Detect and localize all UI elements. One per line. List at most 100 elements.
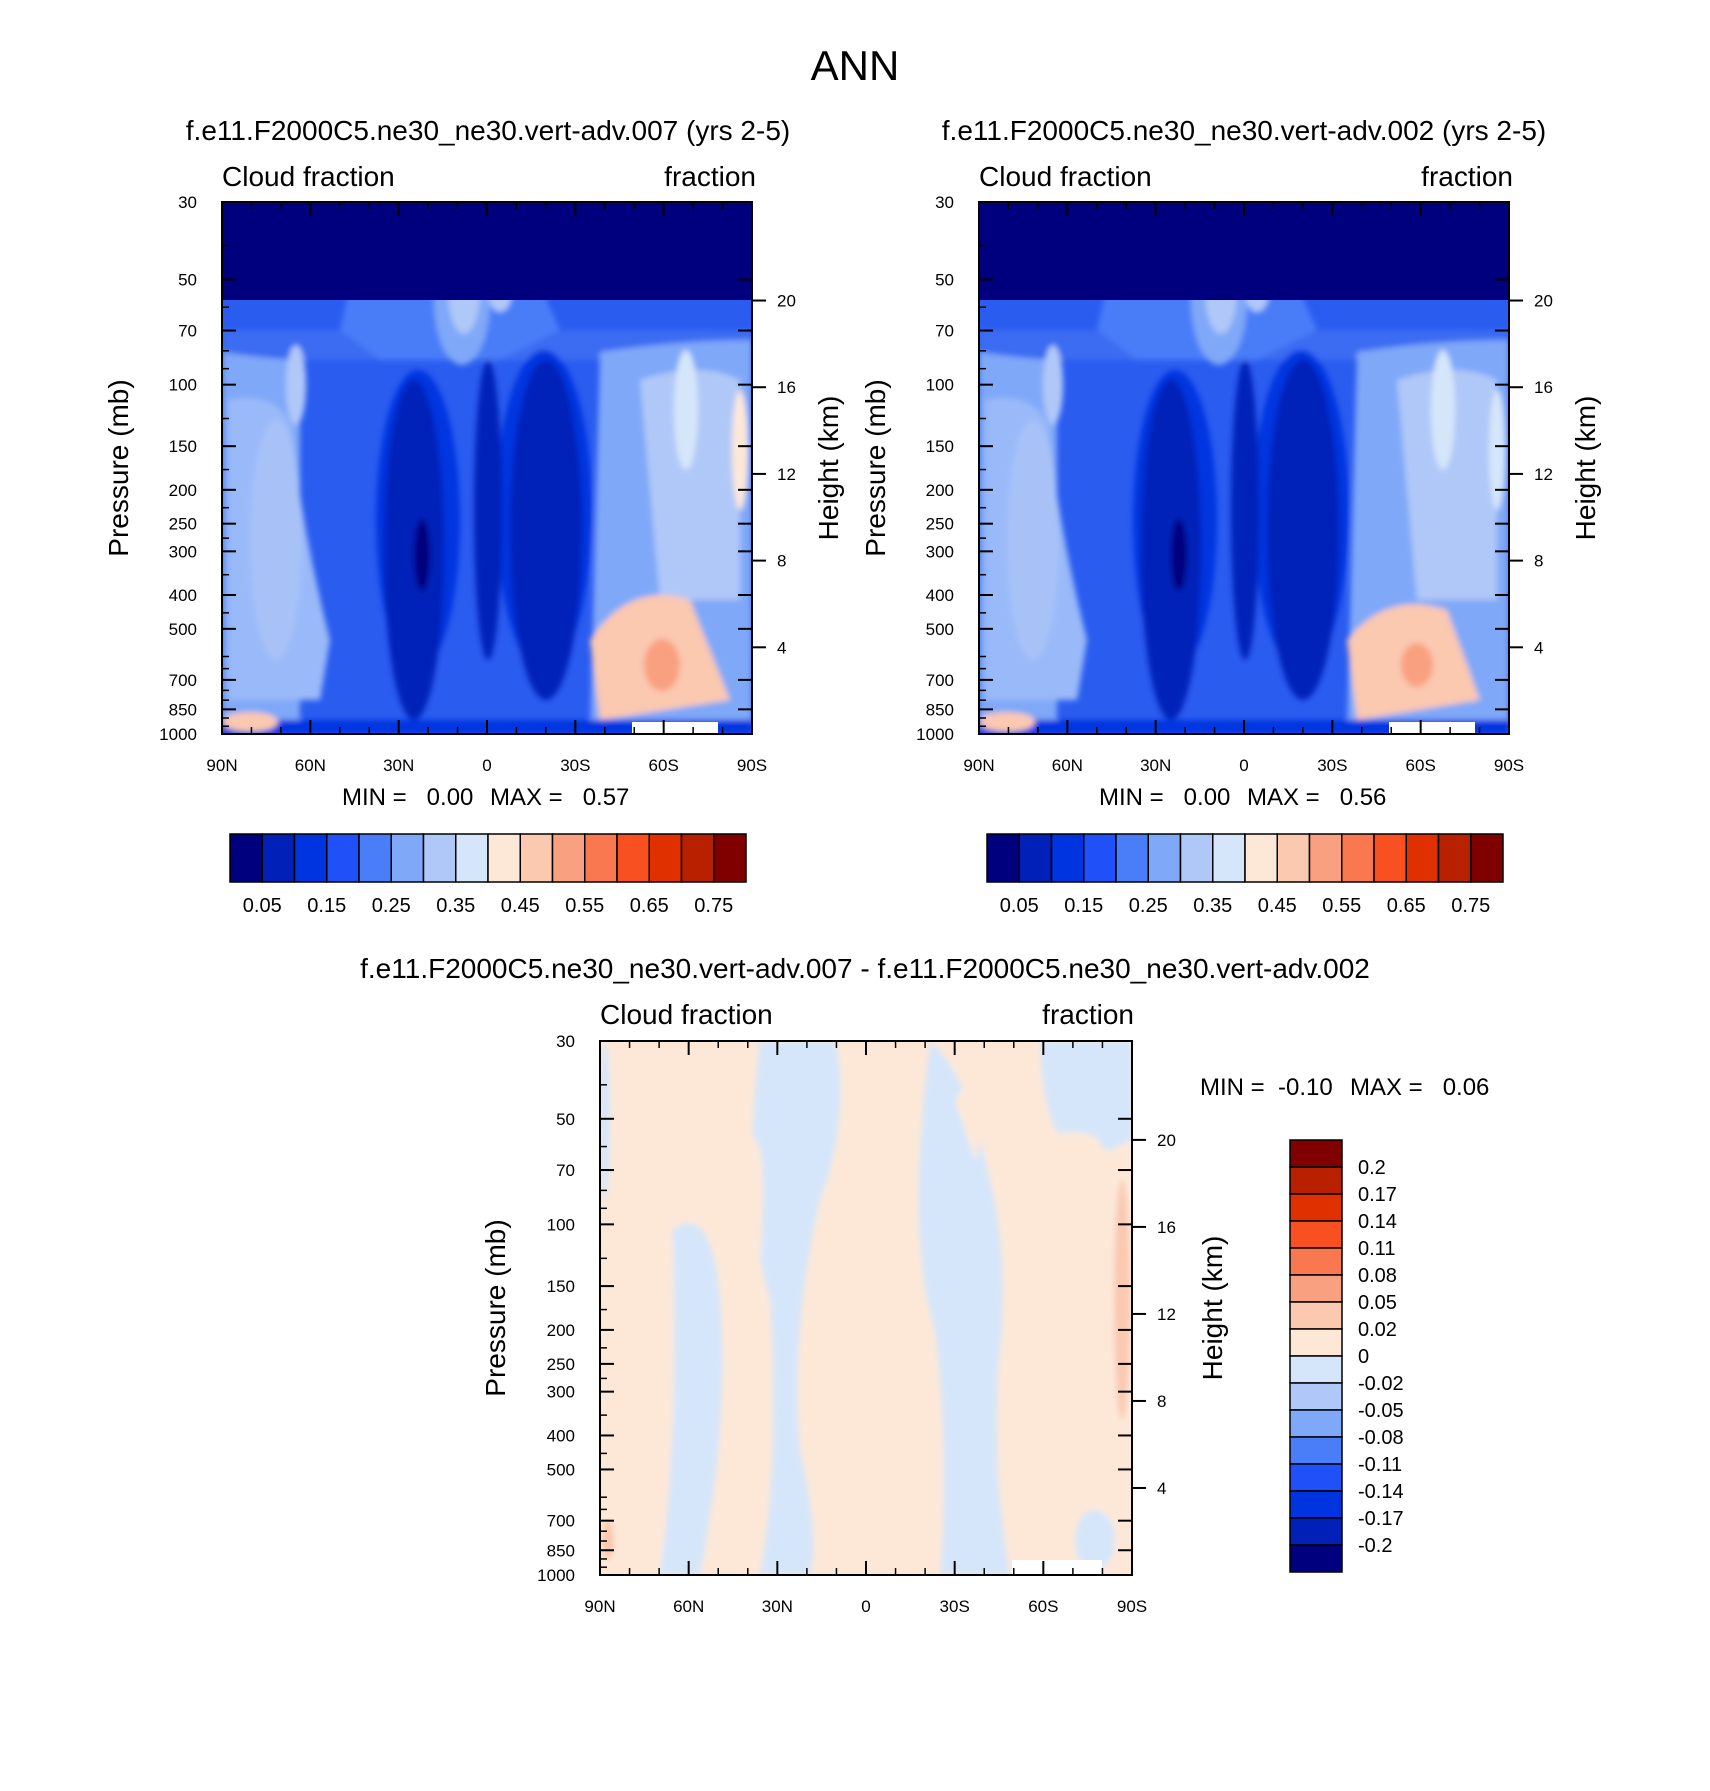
panel-diff-colorbar-swatch: [1289, 1382, 1343, 1411]
panel-1-height-tick-label: 8: [777, 552, 786, 571]
panel-2-colorbar-swatch: [1470, 833, 1504, 883]
panel-2-lat-tick-label: 90N: [963, 756, 994, 775]
panel-2-left-label: Cloud fraction: [979, 161, 1152, 192]
panel-diff-colorbar-label: 0.02: [1358, 1319, 1397, 1341]
panel-2-colorbar: 0.05 0.15 0.25 0.35 0.45 0.55 0.65 0.75: [986, 833, 1504, 917]
panel-1-colorbar-swatch: [326, 833, 360, 883]
panel-2-pressure-tick-label: 200: [926, 481, 954, 500]
panel-1-colorbar-label: 0.05: [243, 895, 282, 917]
panel-1-colorbar-label: 0.35: [436, 895, 475, 917]
panel-diff-colorbar-swatch: [1289, 1274, 1343, 1303]
panel-diff-pressure-tick-label: 700: [547, 1512, 575, 1531]
panel-2-colorbar-swatch: [986, 833, 1020, 883]
panel-diff-pressure-tick-label: 70: [556, 1161, 575, 1180]
panel-2-pressure-tick-label: 700: [926, 671, 954, 690]
panel-1-pressure-tick-label: 700: [169, 671, 197, 690]
panel-1-colorbar-swatch: [519, 833, 554, 883]
panel-1-colorbar-swatch: [680, 833, 715, 883]
panel-diff-colorbar-swatch: [1289, 1517, 1343, 1546]
panel-1-colorbar: 0.05 0.15 0.25 0.35 0.45 0.55 0.65 0.75: [229, 833, 747, 917]
panel-1-pressure-tick-label: 850: [169, 700, 197, 719]
panel-2-colorbar-swatch: [1373, 833, 1407, 883]
panel-diff-colorbar-label: 0: [1358, 1346, 1369, 1368]
panel-diff-max: MAX = 0.06: [1350, 1074, 1489, 1101]
panel-diff-pressure-tick-label: 500: [547, 1460, 575, 1479]
panel-diff-lat-tick-label: 30S: [940, 1597, 970, 1616]
panel-2-colorbar-swatch: [1083, 833, 1117, 883]
panel-1-colorbar-label: 0.55: [565, 895, 604, 917]
panel-1-title: f.e11.F2000C5.ne30_ne30.vert-adv.007 (yr…: [186, 115, 790, 146]
panel-1-pressure-tick-label: 30: [178, 193, 197, 212]
panel-diff-pressure-tick-label: 400: [547, 1426, 575, 1445]
panel-diff-colorbar-label: -0.17: [1358, 1508, 1404, 1530]
panel-2-colorbar-label: 0.25: [1129, 895, 1168, 917]
panel-diff-lat-tick-label: 90S: [1117, 1597, 1147, 1616]
panel-diff-lat-tick-label: 0: [861, 1597, 870, 1616]
panel-1-colorbar-label: 0.75: [694, 895, 733, 917]
panel-2-lat-tick-label: 30N: [1140, 756, 1171, 775]
panel-2-pressure-tick-label: 70: [935, 322, 954, 341]
panel-1-ylabel-right: Height (km): [813, 396, 844, 541]
panel-2-right-label: fraction: [1421, 161, 1513, 192]
panel-2-lat-tick-label: 60N: [1052, 756, 1083, 775]
panel-1-lat-tick-label: 30S: [560, 756, 590, 775]
panel-1-colorbar-swatch: [358, 833, 392, 883]
panel-diff-colorbar-swatch: [1289, 1139, 1343, 1168]
panel-1-colorbar-swatch: [390, 833, 425, 883]
panel-2-colorbar-swatch: [1050, 833, 1085, 883]
panel-2-colorbar-swatch: [1018, 833, 1053, 883]
panel-1-left-label: Cloud fraction: [222, 161, 395, 192]
panel-1-height-tick-label: 12: [777, 465, 796, 484]
panel-2-pressure-tick-label: 50: [935, 271, 954, 290]
panel-diff-height-tick-label: 4: [1157, 1479, 1166, 1498]
panel-1-pressure-ticks: 30 50 70 100 150 200 250 300 400 500 700 850 1000: [159, 193, 752, 744]
panel-1-colorbar-label: 0.25: [372, 895, 411, 917]
panel-1-pressure-tick-label: 150: [169, 437, 197, 456]
panel-2-lat-tick-label: 0: [1239, 756, 1248, 775]
panel-1-pressure-tick-label: 500: [169, 620, 197, 639]
panel-2-colorbar-swatch: [1437, 833, 1472, 883]
panel-2-colorbar-swatch: [1308, 833, 1343, 883]
panel-diff-pressure-tick-label: 1000: [537, 1566, 575, 1585]
panel-2-colorbar-label: 0.15: [1064, 895, 1103, 917]
panel-diff-lat-tick-label: 60S: [1028, 1597, 1058, 1616]
panel-diff-pressure-tick-label: 100: [547, 1215, 575, 1234]
panel-2-height-tick-label: 16: [1534, 378, 1553, 397]
panel-1-colorbar-swatch: [422, 833, 457, 883]
panel-diff-pressure-tick-label: 300: [547, 1383, 575, 1402]
panel-1-lat-tick-label: 90S: [737, 756, 767, 775]
panel-diff-colorbar-swatch: [1289, 1247, 1343, 1276]
panel-diff-colorbar-swatch: [1289, 1409, 1343, 1438]
panel-1-colorbar-swatch: [584, 833, 618, 883]
panel-diff-colorbar-label: -0.08: [1358, 1427, 1404, 1449]
panel-diff-colorbar-swatch: [1289, 1355, 1343, 1384]
panel-2-pressure-tick-label: 500: [926, 620, 954, 639]
panel-2-lat-tick-label: 60S: [1406, 756, 1436, 775]
panel-2-colorbar-swatch: [1341, 833, 1375, 883]
panel-diff-min: MIN = -0.10: [1200, 1074, 1333, 1101]
panel-2-colorbar-label: 0.45: [1258, 895, 1297, 917]
panel-2-colorbar-label: 0.35: [1193, 895, 1232, 917]
panel-diff-colorbar-swatch: [1289, 1544, 1343, 1573]
panel-diff-colorbar-label: -0.2: [1358, 1535, 1392, 1557]
panel-2-colorbar-swatch: [1276, 833, 1311, 883]
panel-2-min: MIN = 0.00: [1099, 784, 1230, 811]
panel-1-pressure-tick-label: 100: [169, 376, 197, 395]
panel-diff-pressure-tick-label: 250: [547, 1355, 575, 1374]
panel-2-colorbar-swatch: [1179, 833, 1214, 883]
panel-diff-colorbar-swatch: [1289, 1193, 1343, 1222]
panel-1-min: MIN = 0.00: [342, 784, 473, 811]
panel-2-colorbar-label: 0.75: [1451, 895, 1490, 917]
panel-1-max: MAX = 0.57: [490, 784, 629, 811]
panel-diff-left-label: Cloud fraction: [600, 999, 773, 1030]
panel-diff-height-tick-label: 20: [1157, 1131, 1176, 1150]
panel-2-pressure-ticks: 30 50 70 100 150 200 250 300 400 500 700 850 1000: [916, 193, 1509, 744]
panel-1-lat-tick-label: 60S: [649, 756, 679, 775]
panel-diff-height-tick-label: 16: [1157, 1218, 1176, 1237]
panel-1-height-tick-label: 20: [777, 292, 796, 311]
panel-diff-colorbar-swatch: [1289, 1301, 1343, 1330]
panel-1-ylabel: Pressure (mb): [103, 379, 134, 556]
panel-2-height-tick-label: 4: [1534, 638, 1543, 657]
panel-2-colorbar-swatch: [1212, 833, 1246, 883]
panel-1-pressure-tick-label: 50: [178, 271, 197, 290]
